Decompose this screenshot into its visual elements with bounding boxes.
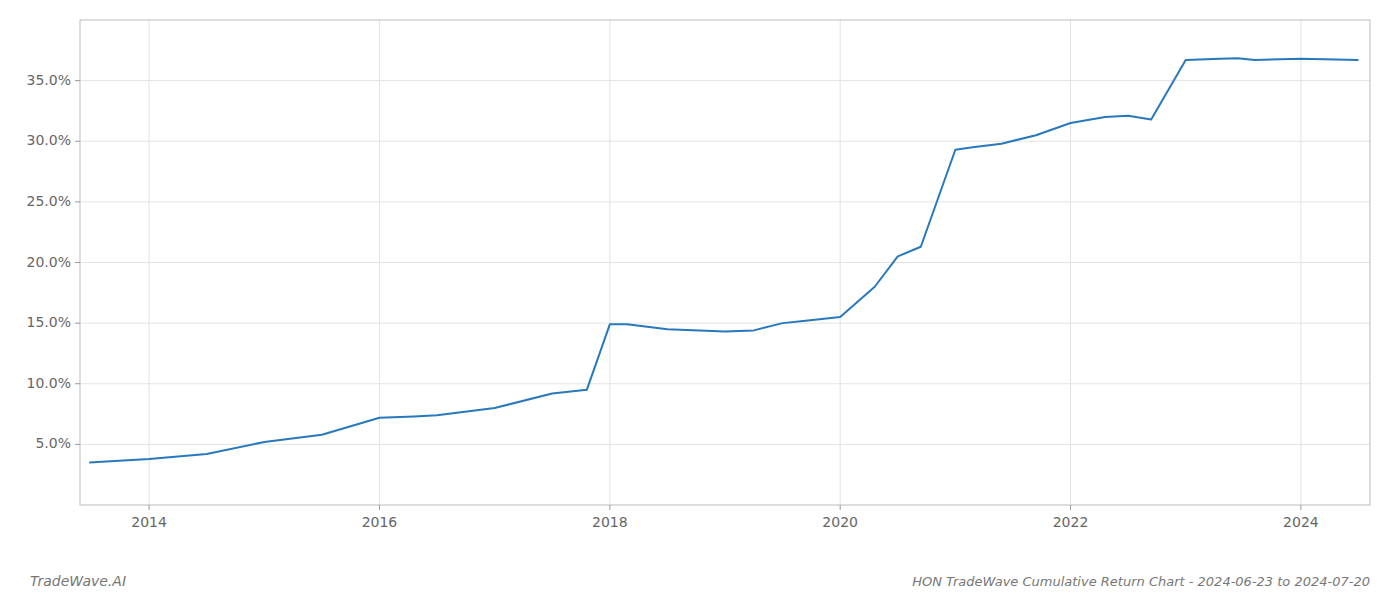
x-grid-line [149,20,150,505]
x-tick-label: 2020 [822,514,858,530]
y-tick-label: 25.0% [27,193,71,209]
y-grid-line [80,383,1370,384]
y-tick [75,201,80,202]
y-tick [75,323,80,324]
x-tick [1300,505,1301,510]
y-tick [75,262,80,263]
y-tick [75,383,80,384]
x-tick-label: 2014 [131,514,167,530]
data-line [89,58,1358,462]
y-tick [75,80,80,81]
y-tick-label: 5.0% [35,435,71,451]
x-grid-line [1070,20,1071,505]
y-tick [75,444,80,445]
x-tick [840,505,841,510]
plot-frame [80,20,1370,505]
x-axis: 2014 2016 2018 2020 2022 2024 [131,505,1319,530]
x-tick-label: 2022 [1053,514,1089,530]
y-tick-label: 35.0% [27,72,71,88]
x-tick-label: 2024 [1283,514,1319,530]
chart-svg: 5.0%10.0%15.0%20.0%25.0%30.0%35.0%201420… [0,0,1400,600]
y-grid-line [80,141,1370,142]
chart-title: HON TradeWave Cumulative Return Chart - … [912,574,1370,589]
x-tick [379,505,380,510]
x-tick-label: 2018 [592,514,628,530]
x-grid-line [609,20,610,505]
y-grid-line [80,444,1370,445]
x-tick [609,505,610,510]
grid [80,20,1370,505]
y-grid-line [80,80,1370,81]
x-tick-label: 2016 [362,514,398,530]
y-tick-label: 30.0% [27,132,71,148]
y-grid-line [80,201,1370,202]
y-tick-label: 15.0% [27,314,71,330]
plot-area [89,58,1358,462]
chart-container: 5.0%10.0%15.0%20.0%25.0%30.0%35.0%201420… [0,0,1400,600]
x-tick [149,505,150,510]
x-grid-line [379,20,380,505]
x-grid-line [840,20,841,505]
x-tick [1070,505,1071,510]
watermark: TradeWave.AI [30,573,126,589]
y-axis: 5.0% 10.0% 15.0% 20.0% 25.0% 30.0% 35.0% [27,72,80,452]
y-tick [75,141,80,142]
y-tick-label: 10.0% [27,375,71,391]
y-tick-label: 20.0% [27,254,71,270]
x-grid-line [1300,20,1301,505]
y-grid-line [80,262,1370,263]
y-grid-line [80,323,1370,324]
